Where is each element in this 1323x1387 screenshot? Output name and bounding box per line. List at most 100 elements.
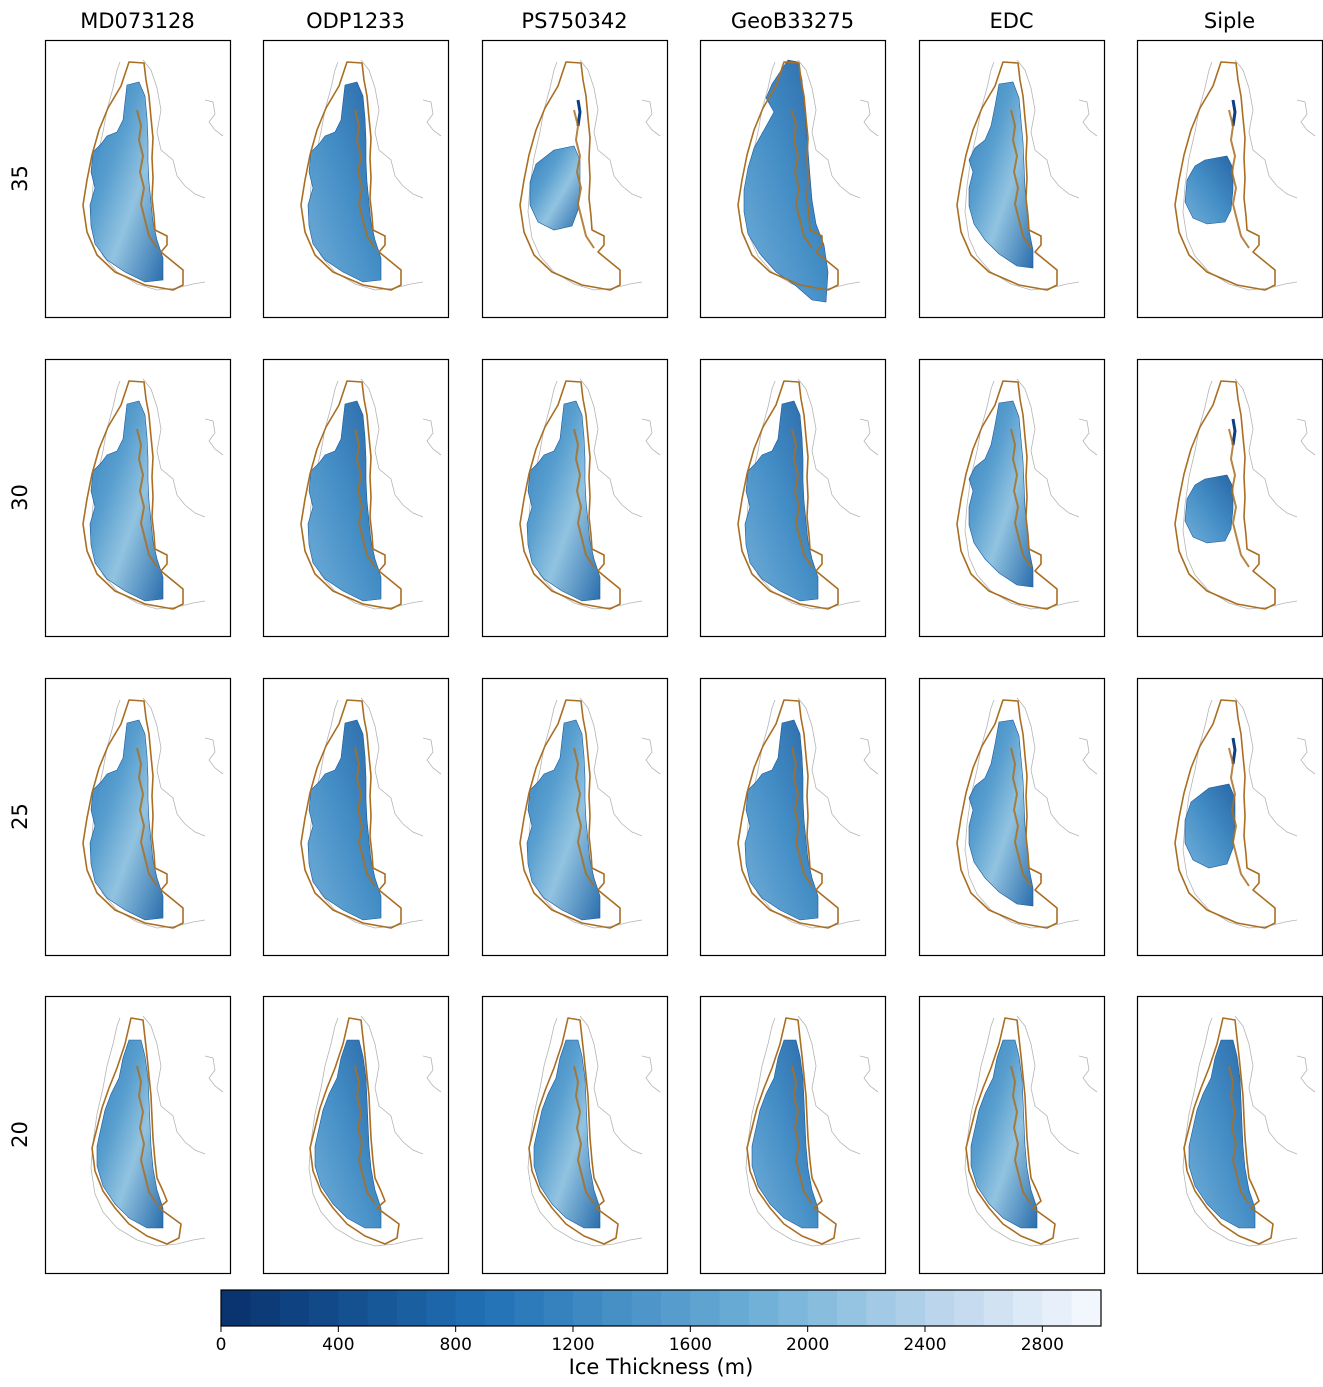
coastline	[422, 99, 442, 137]
colorbar-segment	[925, 1290, 955, 1326]
colorbar-segment	[397, 1290, 427, 1326]
colorbar-segment	[1071, 1290, 1102, 1326]
coastline	[1182, 1017, 1298, 1247]
map-panel-md073128-25	[44, 677, 232, 957]
ice-margin-outline	[956, 380, 1058, 610]
row-label: 25	[8, 803, 32, 830]
coastline	[964, 1017, 1080, 1247]
coastline	[797, 1015, 861, 1155]
map-panel-ps750342-20	[481, 995, 669, 1275]
column-title: Siple	[1204, 9, 1255, 33]
ice-sheet	[307, 81, 382, 283]
map-panel-siple-35	[1136, 39, 1323, 319]
coastline	[797, 59, 861, 199]
coastline	[1078, 1055, 1098, 1093]
ice-sheet	[968, 81, 1034, 269]
coastline	[142, 1015, 206, 1155]
map-panel-ps750342-25	[481, 677, 669, 957]
map-panel-siple-20	[1136, 995, 1323, 1275]
ice-divide-outline	[1228, 1065, 1250, 1205]
row-label: 20	[8, 1121, 32, 1148]
colorbar-segment	[426, 1290, 457, 1326]
colorbar-segment	[895, 1290, 926, 1326]
ice-patch	[576, 99, 582, 127]
coastline	[579, 697, 643, 837]
ice-sheet	[89, 400, 164, 602]
ice-divide-outline	[1010, 747, 1032, 887]
colorbar-segment	[1042, 1290, 1073, 1326]
colorbar-segment	[573, 1290, 603, 1326]
coastline	[1016, 59, 1080, 199]
colorbar-segment	[602, 1290, 633, 1326]
map-panel-geob33275-25	[699, 677, 887, 957]
coastline	[204, 737, 224, 775]
colorbar-tick-label: 2400	[903, 1335, 946, 1355]
map-panel-md073128-20	[44, 995, 232, 1275]
coastline	[859, 99, 879, 137]
colorbar-segment	[279, 1290, 310, 1326]
ice-divide-outline	[1228, 109, 1250, 249]
ice-margin-outline	[300, 61, 402, 291]
map-panel-siple-25	[1136, 677, 1323, 957]
map-panels	[44, 39, 1323, 1275]
row-label: 35	[8, 165, 32, 192]
ice-divide-outline	[791, 428, 813, 568]
ice-sheet	[526, 400, 601, 602]
colorbar-segment	[631, 1290, 662, 1326]
coastline	[360, 59, 424, 199]
ice-sheet	[307, 719, 382, 921]
ice-margin-outline	[1174, 380, 1276, 610]
coastline	[142, 59, 206, 199]
colorbar-frame	[220, 1289, 1102, 1327]
ice-divide-outline	[573, 747, 595, 887]
colorbar-tick-label: 1600	[669, 1335, 712, 1355]
coastline	[1296, 1055, 1316, 1093]
colorbar-segment	[1013, 1290, 1043, 1326]
coastline	[1234, 1015, 1298, 1155]
coastline	[641, 1055, 661, 1093]
ice-margin-outline	[519, 699, 621, 929]
ice-divide-outline	[354, 428, 376, 568]
colorbar-segment	[543, 1290, 574, 1326]
ice-divide-outline	[354, 747, 376, 887]
colorbar-segment	[719, 1290, 750, 1326]
coastline	[859, 418, 879, 456]
colorbar-segment	[837, 1290, 867, 1326]
coastline	[422, 737, 442, 775]
ice-margin-outline	[956, 61, 1058, 291]
colorbar: 0 400 800 1200 1600 2000 2400 2800 Ice Thickness…	[216, 1289, 1102, 1379]
map-panel-md073128-30	[44, 358, 232, 638]
ice-sheet	[968, 400, 1034, 588]
ice-margin-outline	[1174, 699, 1276, 929]
coastline	[579, 378, 643, 518]
colorbar-tick-label: 1200	[551, 1335, 594, 1355]
colorbar-segment	[954, 1290, 985, 1326]
column-titles: MD073128 ODP1233 PS750342 GeoB33275 EDC Siple	[80, 9, 1255, 33]
ice-margin-outline	[91, 1017, 182, 1245]
colorbar-segment	[309, 1290, 339, 1326]
colorbar-segment	[690, 1290, 721, 1326]
ice-margin-outline	[746, 1017, 837, 1245]
coastline	[1016, 1015, 1080, 1155]
ice-margin-outline	[519, 380, 621, 610]
ice-sheet	[307, 400, 382, 602]
ice-divide-outline	[354, 1065, 376, 1205]
ice-margin-outline	[300, 699, 402, 929]
ice-sheet	[89, 719, 164, 921]
ice-divide-outline	[136, 109, 158, 249]
coastline	[422, 418, 442, 456]
colorbar-segment	[250, 1290, 281, 1326]
coastline	[797, 378, 861, 518]
ice-divide-outline	[791, 747, 813, 887]
ice-patch	[1231, 418, 1237, 446]
coastline	[1296, 99, 1316, 137]
ice-sheet	[1184, 474, 1234, 544]
coastline	[1234, 378, 1298, 518]
coastline	[90, 1017, 206, 1247]
map-panel-md073128-35	[44, 39, 232, 319]
coastline	[204, 1055, 224, 1093]
ice-margin-outline	[82, 61, 184, 291]
ice-margin-outline	[1174, 61, 1276, 291]
colorbar-segment	[485, 1290, 515, 1326]
